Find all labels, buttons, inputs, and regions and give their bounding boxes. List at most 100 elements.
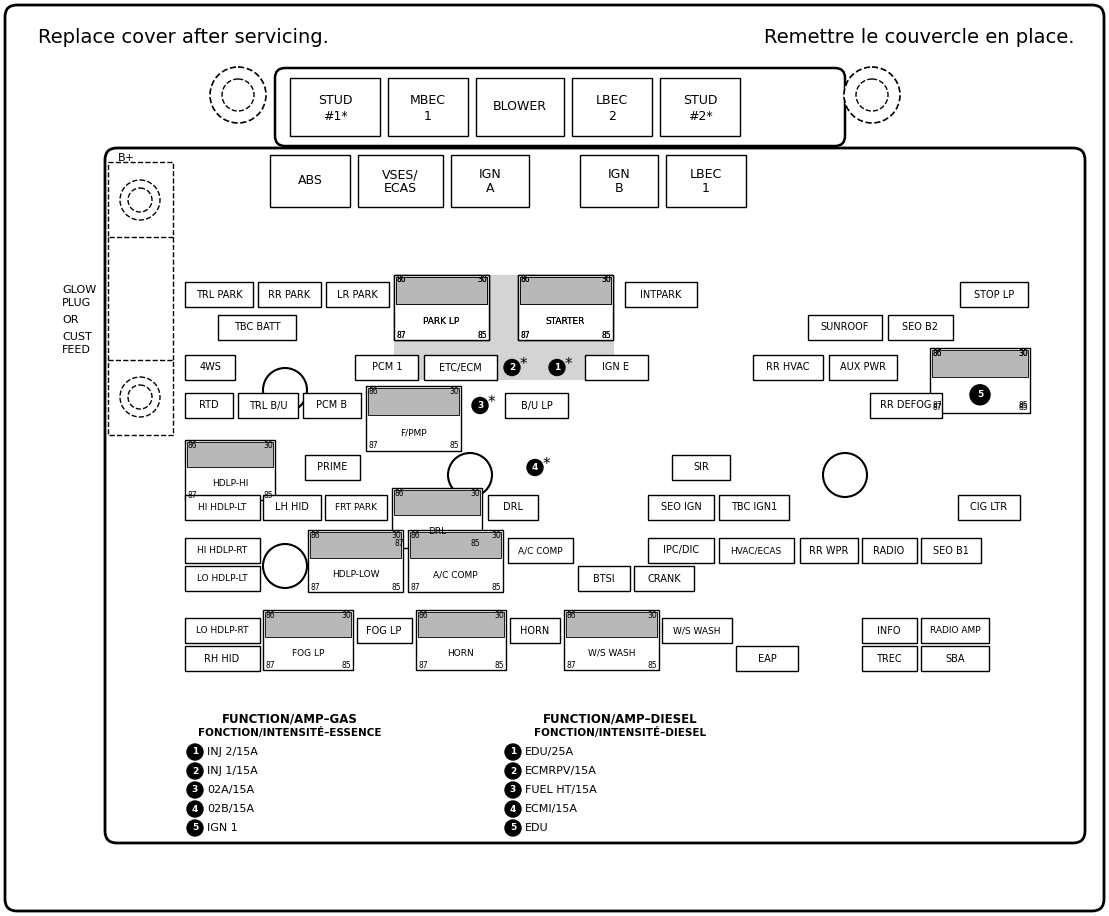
Text: SEO B2: SEO B2 [902, 322, 938, 333]
Text: 30: 30 [495, 610, 503, 619]
Text: Remettre le couvercle en place.: Remettre le couvercle en place. [764, 28, 1075, 47]
Circle shape [448, 453, 492, 497]
Bar [958, 495, 1020, 520]
Text: INJ 1/15A: INJ 1/15A [207, 766, 257, 776]
Bar [719, 538, 794, 563]
Text: A/C COMP: A/C COMP [434, 570, 478, 579]
Text: 02A/15A: 02A/15A [207, 785, 254, 795]
Text: B/U LP: B/U LP [521, 400, 553, 410]
Text: FUNCTION/AMP–GAS: FUNCTION/AMP–GAS [222, 712, 358, 725]
Bar [289, 78, 380, 136]
Circle shape [505, 782, 521, 798]
Text: RR HVAC: RR HVAC [766, 363, 810, 373]
Bar [869, 393, 942, 418]
Text: 86: 86 [410, 530, 420, 540]
Bar [108, 360, 173, 435]
Text: FEED: FEED [62, 345, 91, 355]
Circle shape [505, 744, 521, 760]
Text: 85: 85 [263, 490, 273, 499]
Bar [808, 315, 882, 340]
Text: STOP LP: STOP LP [974, 289, 1014, 300]
Circle shape [823, 453, 867, 497]
Text: HDLP-HI: HDLP-HI [212, 479, 248, 487]
Bar [391, 488, 482, 548]
Text: TRL PARK: TRL PARK [195, 289, 242, 300]
Text: 85: 85 [648, 660, 657, 670]
Bar [218, 315, 296, 340]
Text: 3: 3 [510, 786, 516, 794]
Text: 2: 2 [608, 110, 615, 123]
Text: 87: 87 [368, 442, 378, 451]
Text: RH HID: RH HID [204, 653, 240, 663]
Text: IGN E: IGN E [602, 363, 630, 373]
Bar [424, 355, 497, 380]
Bar [311, 532, 401, 558]
Bar [888, 315, 953, 340]
Text: TRL B/U: TRL B/U [248, 400, 287, 410]
Bar [518, 275, 613, 340]
Text: 87: 87 [567, 660, 576, 670]
Bar [185, 646, 260, 671]
Text: 86: 86 [933, 348, 942, 357]
Text: ECAS: ECAS [384, 181, 417, 194]
Bar [862, 618, 917, 643]
Circle shape [210, 67, 266, 123]
FancyBboxPatch shape [275, 68, 845, 146]
Circle shape [970, 385, 990, 405]
Text: 02B/15A: 02B/15A [207, 804, 254, 814]
Circle shape [222, 79, 254, 111]
Text: 4: 4 [532, 463, 538, 472]
Text: 2: 2 [509, 363, 515, 372]
Bar [660, 78, 740, 136]
Text: 86: 86 [933, 348, 942, 357]
Text: 86: 86 [394, 488, 404, 497]
Bar [185, 618, 260, 643]
Text: 85: 85 [491, 583, 501, 592]
Bar [451, 155, 529, 207]
Text: FOG LP: FOG LP [292, 649, 324, 658]
Bar [394, 275, 489, 340]
Text: 30: 30 [601, 276, 611, 285]
Text: GLOW: GLOW [62, 285, 96, 295]
Circle shape [527, 460, 543, 475]
Text: PCM 1: PCM 1 [372, 363, 403, 373]
FancyBboxPatch shape [105, 148, 1085, 843]
Text: 1: 1 [553, 363, 560, 372]
Circle shape [505, 801, 521, 817]
Text: STUD: STUD [683, 94, 718, 107]
Bar [960, 282, 1028, 307]
Bar [187, 442, 273, 467]
Text: FRT PARK: FRT PARK [335, 503, 377, 512]
Text: OR: OR [62, 315, 79, 325]
Text: IGN 1: IGN 1 [207, 823, 237, 833]
Text: 30: 30 [1018, 348, 1028, 357]
Text: HDLP-LOW: HDLP-LOW [332, 570, 379, 579]
Bar [572, 78, 652, 136]
Bar [518, 275, 613, 340]
Text: FONCTION/INTENSITÉ–ESSENCE: FONCTION/INTENSITÉ–ESSENCE [199, 727, 381, 738]
Text: 86: 86 [520, 276, 530, 285]
Text: TREC: TREC [876, 653, 902, 663]
Text: STUD: STUD [318, 94, 353, 107]
Circle shape [503, 359, 520, 376]
Bar [185, 393, 233, 418]
Bar [564, 610, 659, 670]
Text: *: * [564, 357, 572, 372]
Text: 87: 87 [410, 583, 420, 592]
Text: FONCTION/INTENSITÉ–DIESEL: FONCTION/INTENSITÉ–DIESEL [533, 727, 706, 738]
Bar [930, 348, 1030, 413]
Text: HORN: HORN [448, 649, 475, 658]
Text: HVAC/ECAS: HVAC/ECAS [731, 546, 782, 555]
Bar [185, 282, 253, 307]
Text: EAP: EAP [757, 653, 776, 663]
Bar [368, 388, 459, 415]
Text: 87: 87 [396, 331, 406, 340]
Text: 85: 85 [601, 331, 611, 340]
Text: LBEC: LBEC [596, 94, 628, 107]
Bar [258, 282, 321, 307]
Bar [394, 275, 614, 380]
Text: ABS: ABS [297, 175, 323, 188]
Bar [238, 393, 298, 418]
Circle shape [844, 67, 901, 123]
Text: RR WPR: RR WPR [810, 546, 848, 555]
